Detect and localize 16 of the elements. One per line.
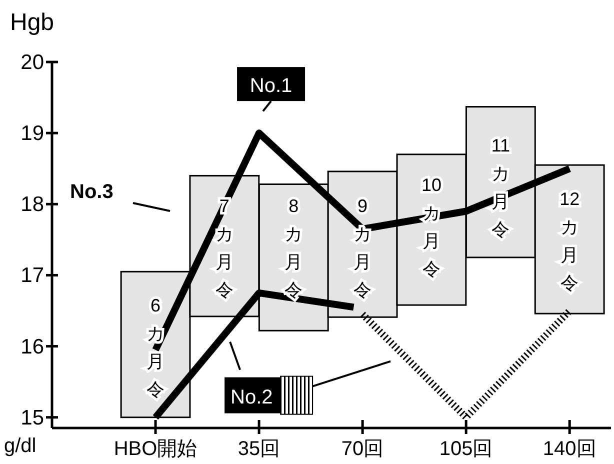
annotation: No.3 <box>70 181 114 203</box>
y-tick-label: 18 <box>20 193 44 216</box>
y-tick-label: 16 <box>20 335 44 358</box>
x-tick-label: 140回 <box>542 438 596 460</box>
series-label: No.1 <box>250 75 292 98</box>
y-tick-label: 20 <box>20 51 44 74</box>
y-tick-label: 19 <box>20 122 44 146</box>
text: g/dl <box>4 435 36 457</box>
y-axis-title: Hgb <box>10 9 54 36</box>
x-tick-label: 70回 <box>341 438 384 460</box>
x-tick-label: 105回 <box>439 438 493 460</box>
y-tick-label: 17 <box>20 264 44 288</box>
x-tick-label: 35回 <box>238 438 280 460</box>
annotation: 12カ月令 <box>560 189 580 294</box>
x-tick-label: HBO開始 <box>114 438 198 460</box>
y-tick-label: 15 <box>20 406 44 430</box>
